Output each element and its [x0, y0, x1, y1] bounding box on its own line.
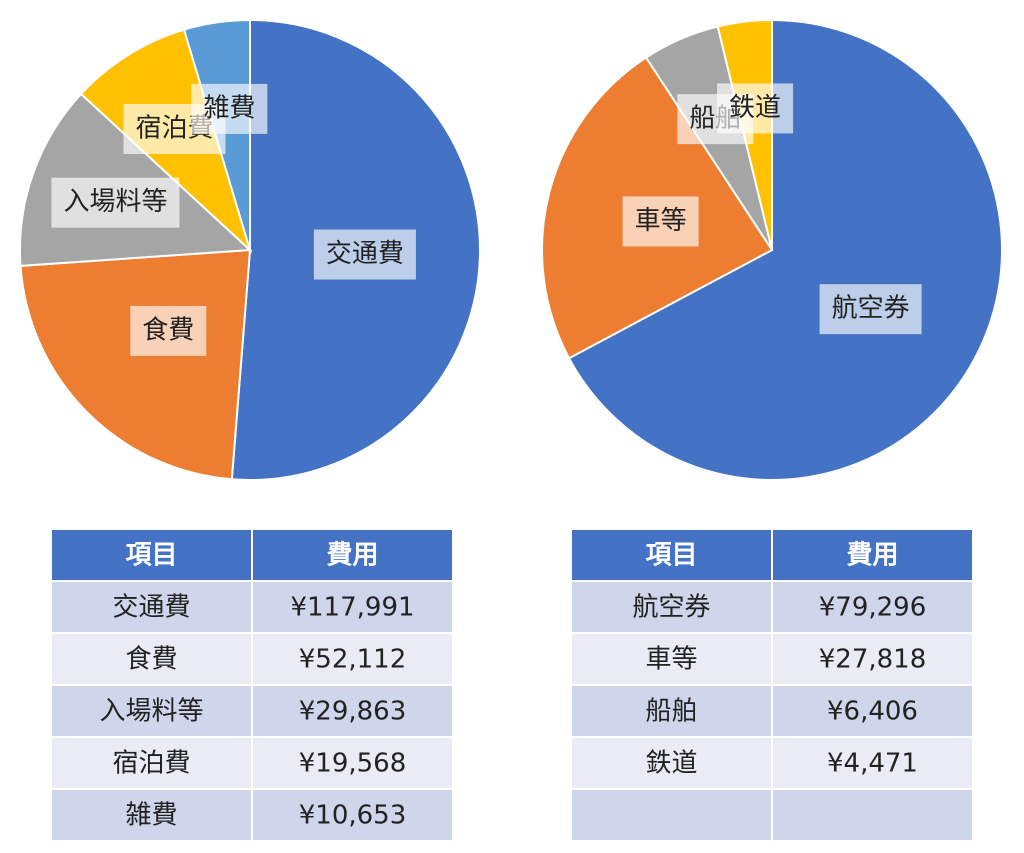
slice-label: 鉄道 [717, 83, 794, 134]
slice-label-box [819, 284, 922, 335]
table-cell [52, 790, 251, 840]
table-cell [773, 582, 972, 632]
table-category: 雑費 [125, 801, 177, 831]
slice-label: 交通費 [313, 229, 416, 280]
table-cell [253, 790, 452, 840]
slice-label-text: 鉄道 [729, 93, 781, 123]
table-category: 交通費 [112, 593, 190, 623]
slice-label: 車等 [622, 196, 699, 247]
table-category: 航空券 [632, 593, 710, 623]
table-header-text: 費用 [846, 541, 898, 571]
slice-label-box [622, 196, 699, 247]
slice-label-text: 入場料等 [63, 187, 167, 217]
table-value: ¥10,653 [299, 801, 407, 831]
slice-label: 航空券 [819, 284, 922, 335]
table-header-cell [773, 530, 972, 580]
table-header-text: 費用 [326, 541, 378, 571]
table-cell [572, 738, 771, 788]
slice-label-text: 交通費 [326, 239, 404, 269]
table-header-cell [253, 530, 452, 580]
table-category: 鉄道 [645, 749, 697, 779]
table-value: ¥29,863 [299, 697, 407, 727]
table-cell [773, 686, 972, 736]
slice-label-box [313, 229, 416, 280]
table-category: 車等 [645, 645, 697, 675]
table-cell [572, 686, 771, 736]
table-value: ¥117,991 [290, 593, 414, 623]
slice-label: 入場料等 [51, 177, 180, 228]
slice-label-text: 車等 [635, 206, 687, 236]
table-cell [572, 790, 771, 840]
table-header-cell [52, 530, 251, 580]
table-cell [773, 738, 972, 788]
table-cell [253, 738, 452, 788]
table-value: ¥4,471 [827, 749, 918, 779]
pie-slice [567, 18, 1003, 481]
table-value: ¥52,112 [299, 645, 407, 675]
table-cell [253, 686, 452, 736]
table-header-cell [572, 530, 771, 580]
table-header-text: 項目 [645, 541, 697, 571]
slice-label-box [51, 177, 180, 228]
slice-label-text: 航空券 [832, 294, 910, 324]
slice-label-text: 食費 [142, 315, 194, 345]
table-cell [572, 634, 771, 684]
slice-label-text: 雑費 [203, 93, 255, 123]
table-cell [52, 686, 251, 736]
table-cell [52, 634, 251, 684]
pie-slice [19, 248, 252, 481]
table-category: 食費 [125, 645, 177, 675]
table-value: ¥19,568 [299, 749, 407, 779]
table-category: 入場料等 [99, 697, 203, 727]
table-cell [52, 738, 251, 788]
table-value: ¥79,296 [819, 593, 927, 623]
table-value: ¥6,406 [827, 697, 918, 727]
table-cell [253, 634, 452, 684]
table-cell [572, 582, 771, 632]
table-value: ¥27,818 [819, 645, 927, 675]
table-cell [773, 634, 972, 684]
slice-label: 食費 [130, 305, 207, 356]
slice-label-box [717, 83, 794, 134]
slice-label-box [130, 305, 207, 356]
table-cell [773, 790, 972, 840]
table-category: 船舶 [645, 697, 697, 727]
table-header-text: 項目 [125, 541, 177, 571]
table-cell [52, 582, 251, 632]
table-category: 宿泊費 [112, 749, 190, 779]
slice-label-box [191, 83, 268, 134]
slice-label: 雑費 [191, 83, 268, 134]
table-cell [253, 582, 452, 632]
